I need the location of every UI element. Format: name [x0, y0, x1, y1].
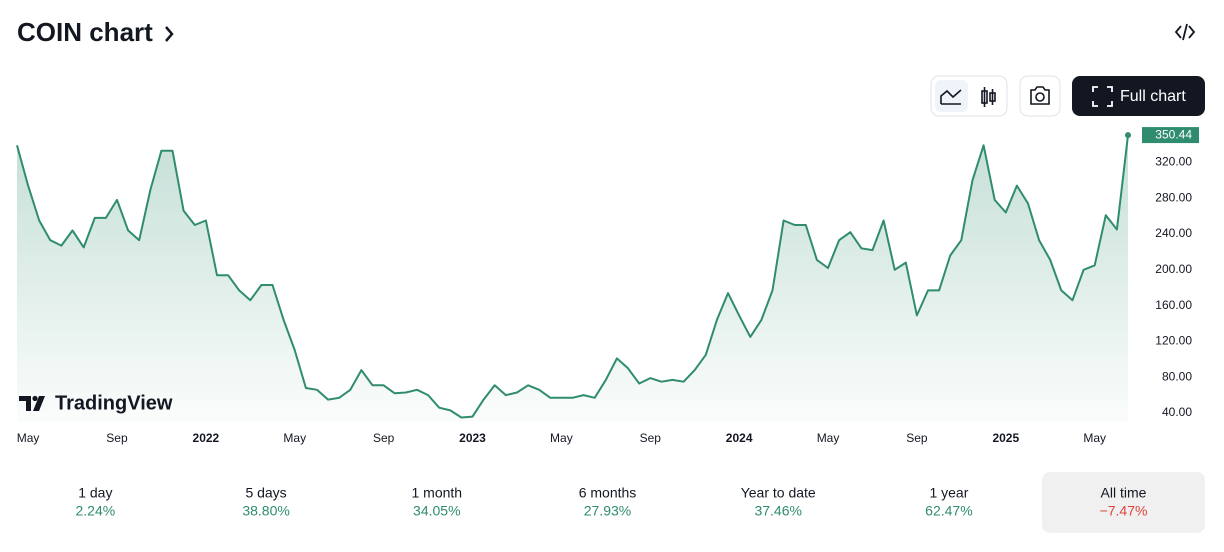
- chart: 40.00 80.00 120.00 160.00 200.00 240.00 280.00…: [16, 127, 1199, 445]
- period-change: 2.24%: [76, 503, 116, 519]
- y-tick-label: 160.00: [1155, 298, 1192, 312]
- candle-style-button[interactable]: [981, 87, 996, 107]
- period-bar: 1 day 2.24% 5 days 38.80% 1 month 34.05% 6 mon…: [76, 472, 1205, 533]
- period-label: Year to date: [741, 485, 816, 501]
- last-point: [1125, 132, 1131, 139]
- fullscreen-icon: [1092, 86, 1113, 107]
- period-label: All time: [1101, 485, 1147, 501]
- period-cell[interactable]: 6 months 27.93%: [579, 485, 637, 519]
- y-tick-label: 200.00: [1155, 262, 1192, 276]
- period-cell[interactable]: All time −7.47%: [1042, 472, 1205, 533]
- area-fill: [17, 135, 1128, 422]
- full-chart-button[interactable]: [1072, 76, 1205, 116]
- period-change: 34.05%: [413, 503, 460, 519]
- period-selected-bg: [1042, 472, 1205, 533]
- period-label: 1 month: [411, 485, 462, 501]
- price-line: [16, 134, 1129, 419]
- period-label: 1 year: [929, 485, 968, 501]
- x-tick-label: 2024: [726, 431, 753, 445]
- y-tick-label: 320.00: [1155, 155, 1192, 169]
- x-tick-label: May: [550, 431, 573, 445]
- x-tick-label: May: [283, 431, 306, 445]
- period-change: 37.46%: [754, 503, 801, 519]
- period-cell[interactable]: 1 month 34.05%: [411, 485, 462, 519]
- y-tick-label: 280.00: [1155, 190, 1192, 204]
- x-tick-label: 2025: [992, 431, 1019, 445]
- period-label: 5 days: [245, 485, 286, 501]
- y-tick-label: 40.00: [1162, 405, 1192, 419]
- period-change: 27.93%: [584, 503, 631, 519]
- x-tick-label: May: [17, 431, 40, 445]
- period-cell[interactable]: Year to date 37.46%: [741, 485, 816, 519]
- period-change: 62.47%: [925, 503, 972, 519]
- title: COIN chart: [17, 17, 153, 47]
- x-tick-label: Sep: [640, 431, 662, 445]
- x-tick-label: May: [817, 431, 840, 445]
- period-cell[interactable]: 5 days 38.80%: [242, 485, 289, 519]
- x-tick-label: Sep: [106, 431, 128, 445]
- watermark: TradingView: [55, 392, 173, 414]
- x-tick-label: May: [1083, 431, 1106, 445]
- y-tick-label: 80.00: [1162, 369, 1192, 383]
- line-icon: [940, 89, 962, 105]
- period-label: 6 months: [579, 485, 637, 501]
- title-chevron[interactable]: [165, 26, 174, 42]
- tv-logo: [19, 395, 45, 411]
- last-price-tag: [1142, 127, 1199, 144]
- camera-icon: [1030, 86, 1050, 105]
- last-price-label: 350.44: [1155, 127, 1192, 141]
- period-cell[interactable]: 1 day 2.24%: [76, 485, 116, 519]
- x-tick-label: Sep: [906, 431, 928, 445]
- x-tick-label: 2022: [193, 431, 220, 445]
- period-change: 38.80%: [242, 503, 289, 519]
- period-cell[interactable]: 1 year 62.47%: [925, 485, 972, 519]
- x-tick-label: 2023: [459, 431, 486, 445]
- period-label: 1 day: [78, 485, 112, 501]
- x-tick-label: Sep: [373, 431, 395, 445]
- full-chart-label: Full chart: [1120, 88, 1186, 105]
- y-tick-label: 240.00: [1155, 226, 1192, 240]
- period-change: −7.47%: [1100, 503, 1148, 519]
- embed-button[interactable]: [1174, 23, 1196, 41]
- y-tick-label: 120.00: [1155, 334, 1192, 348]
- screenshot-button[interactable]: [1019, 75, 1061, 117]
